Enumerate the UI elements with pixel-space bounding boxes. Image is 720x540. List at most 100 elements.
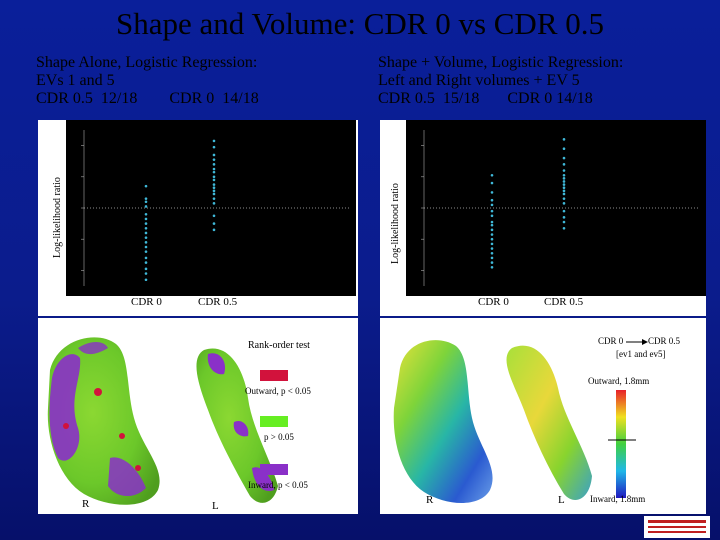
data-point	[144, 245, 148, 249]
data-point	[144, 231, 148, 235]
hippocampus-surface-maps-rank	[47, 337, 278, 505]
data-point	[562, 156, 566, 160]
data-point	[562, 183, 566, 186]
left-xlabel-cdr05: CDR 0.5	[198, 296, 238, 308]
data-point	[212, 158, 216, 161]
data-point	[144, 226, 148, 230]
side-label-right: R	[426, 494, 434, 506]
data-point	[490, 228, 494, 232]
data-point	[144, 205, 148, 208]
data-point	[212, 139, 216, 143]
right-caption-line-1: Shape + Volume, Logistic Regression:	[378, 54, 624, 71]
right-caption-line-3: CDR 0.5 15/18 CDR 0 14/18	[378, 90, 593, 107]
inward-patch	[78, 342, 108, 355]
legend-swatch-inward	[260, 464, 288, 475]
data-point	[490, 191, 494, 194]
deform-title-a: CDR 0	[598, 336, 624, 346]
data-point	[212, 228, 216, 232]
data-point	[144, 200, 148, 204]
right-ylabel: Log-likelihood ratio	[390, 183, 401, 264]
page-title: Shape and Volume: CDR 0 vs CDR 0.5	[116, 6, 604, 41]
data-point	[144, 212, 148, 216]
data-point	[144, 236, 148, 239]
data-point	[144, 272, 148, 275]
data-point	[212, 178, 216, 182]
deformation-panel: CDR 0 CDR 0.5 [ev1 and ev5] Outward, 1.8…	[380, 318, 706, 514]
legend-swatch-nonsignificant	[260, 416, 288, 427]
right-xlabel-cdr05: CDR 0.5	[544, 296, 584, 308]
inward-patch	[49, 354, 81, 461]
data-point	[490, 220, 494, 224]
data-point	[562, 138, 566, 141]
data-point	[144, 241, 148, 244]
rank-order-panel: Rank-order test Outward, p < 0.05 p > 0.…	[38, 318, 358, 514]
hippocampus-surface-maps-deform	[393, 339, 648, 503]
data-point	[212, 183, 216, 186]
data-point	[212, 167, 216, 171]
data-point	[212, 202, 216, 205]
data-point	[562, 202, 566, 205]
left-caption-line-2: EVs 1 and 5	[36, 72, 115, 89]
data-point	[144, 250, 148, 253]
institution-logo	[644, 516, 710, 538]
inward-patch	[233, 420, 249, 437]
data-point	[212, 189, 216, 193]
data-point	[490, 265, 494, 269]
legend-label-inward: Inward, p < 0.05	[248, 480, 308, 490]
data-point	[562, 163, 566, 166]
side-label-right: R	[82, 498, 90, 510]
right-xlabel-cdr0: CDR 0	[478, 296, 509, 308]
right-hippocampus-shape-deform	[506, 345, 592, 500]
data-point	[562, 180, 566, 183]
data-point	[144, 267, 148, 271]
data-point	[490, 214, 494, 218]
data-point	[144, 256, 148, 260]
data-point	[490, 181, 494, 185]
outward-spot	[94, 388, 102, 396]
rank-order-title: Rank-order test	[248, 340, 310, 351]
deform-title-b: CDR 0.5	[648, 336, 681, 346]
right-plot	[406, 120, 706, 296]
left-caption-line-3: CDR 0.5 12/18 CDR 0 14/18	[36, 90, 259, 107]
data-point	[562, 147, 566, 151]
data-point	[490, 251, 494, 255]
data-point	[562, 197, 566, 200]
color-scale-bar	[616, 390, 626, 498]
data-point	[144, 278, 148, 282]
scale-label-outward: Outward, 1.8mm	[588, 376, 650, 386]
data-point	[212, 192, 216, 196]
data-point	[212, 170, 216, 174]
inward-patch	[252, 467, 274, 492]
left-scatter-chart	[81, 130, 350, 286]
data-point	[562, 177, 566, 180]
data-point	[562, 192, 566, 196]
side-label-left: L	[558, 494, 565, 506]
outward-spot	[63, 423, 69, 429]
left-plot	[66, 120, 356, 296]
data-point	[562, 220, 566, 224]
right-caption-line-2: Left and Right volumes + EV 5	[378, 72, 580, 89]
data-point	[490, 247, 494, 250]
side-label-left: L	[212, 500, 219, 512]
left-ylabel: Log-likelihood ratio	[52, 177, 63, 258]
data-point	[212, 222, 216, 225]
data-point	[212, 153, 216, 157]
data-point	[562, 186, 566, 190]
data-point	[490, 223, 494, 227]
data-point	[490, 242, 494, 246]
data-point	[212, 145, 216, 149]
arrow-head	[642, 339, 648, 345]
legend-swatch-outward	[260, 370, 288, 381]
data-point	[490, 233, 494, 236]
data-point	[490, 209, 494, 213]
data-point	[562, 216, 566, 219]
data-point	[144, 261, 148, 264]
deform-subtitle: [ev1 and ev5]	[616, 349, 666, 359]
scale-label-inward: Inward, 1.8mm	[590, 494, 646, 504]
inward-patch	[207, 353, 226, 375]
data-point	[490, 203, 494, 207]
data-point	[212, 163, 216, 166]
data-point	[212, 186, 216, 190]
outward-spot	[135, 465, 141, 471]
left-caption: Shape Alone, Logistic Regression: EVs 1 …	[36, 54, 259, 108]
